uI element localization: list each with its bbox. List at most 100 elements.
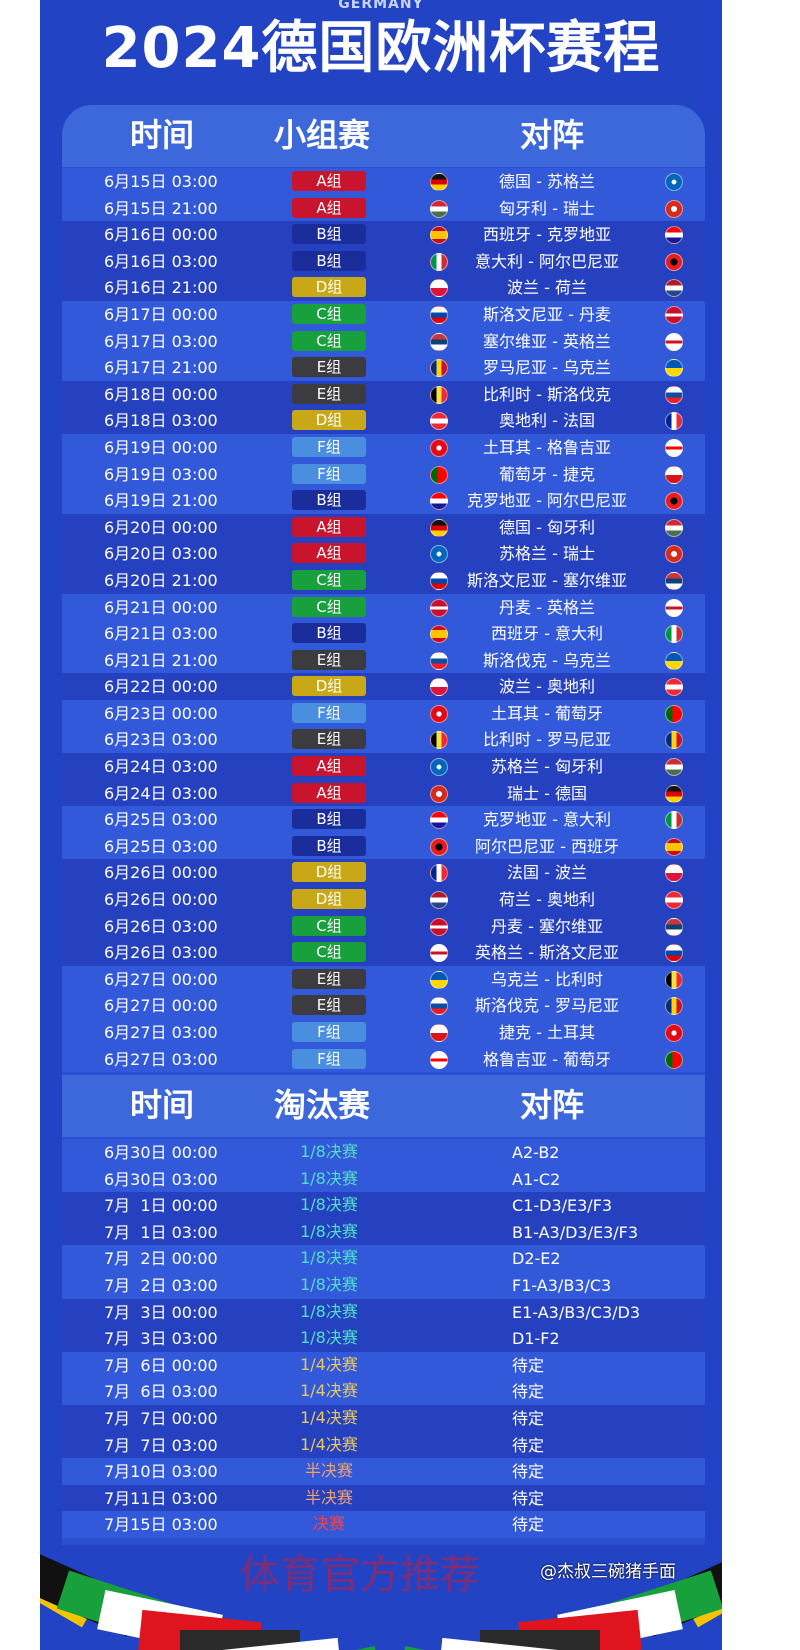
home-flag-icon: [430, 891, 448, 910]
stage-label: 1/8决赛: [300, 1195, 358, 1215]
match-teams: 塞尔维亚 - 英格兰: [483, 331, 611, 351]
table-row: 6月20日 21:00 C组 斯洛文尼亚 - 塞尔维亚: [62, 566, 705, 594]
away-flag-icon: [665, 492, 683, 511]
match-time: 6月27日 00:00: [104, 996, 218, 1016]
match-time: 6月15日 03:00: [104, 172, 218, 191]
match-time: 7月 7日 03:00: [104, 1435, 218, 1455]
table-row: 7月 3日 03:00 1/8决赛 D1-F2: [62, 1325, 705, 1352]
home-flag-icon: [430, 704, 448, 723]
stage-label: 1/8决赛: [300, 1168, 358, 1188]
table-row: 6月30日 03:00 1/8决赛 A1-C2: [62, 1165, 705, 1193]
match-teams: D1-F2: [512, 1329, 560, 1349]
away-flag-icon: [665, 678, 683, 697]
home-flag-icon: [430, 758, 448, 777]
table-row: 6月24日 03:00 A组 苏格兰 - 匈牙利: [62, 753, 705, 780]
match-time: 7月 3日 00:00: [104, 1302, 218, 1322]
stage-label: 1/4决赛: [300, 1381, 358, 1401]
stage-label: 1/4决赛: [300, 1407, 358, 1427]
match-time: 6月19日 00:00: [104, 437, 218, 457]
match-time: 6月27日 00:00: [104, 969, 218, 989]
group-badge: F组: [292, 1048, 366, 1069]
match-teams: 待定: [512, 1462, 545, 1482]
match-teams: 德国 - 苏格兰: [499, 172, 595, 191]
table-row: 7月 1日 03:00 1/8决赛 B1-A3/D3/E3/F3: [62, 1218, 705, 1246]
table-row: 6月20日 00:00 A组 德国 - 匈牙利: [62, 513, 705, 541]
away-flag-icon: [665, 252, 683, 271]
match-teams: 意大利 - 阿尔巴尼亚: [475, 251, 619, 271]
away-flag-icon: [665, 545, 683, 564]
table-row: 6月27日 00:00 E组 斯洛伐克 - 罗马尼亚: [62, 992, 705, 1019]
match-time: 6月30日 03:00: [104, 1169, 218, 1189]
stage-label: 1/8决赛: [300, 1328, 358, 1348]
match-time: 6月15日 21:00: [104, 198, 218, 218]
table-row: 7月 3日 00:00 1/8决赛 E1-A3/B3/C3/D3: [62, 1298, 705, 1326]
stage-label: 决赛: [312, 1514, 345, 1534]
table-row: 6月25日 03:00 B组 克罗地亚 - 意大利: [62, 806, 705, 833]
knockout-rows: 6月30日 00:00 1/8决赛 A2-B2 6月30日 03:00 1/8决赛…: [62, 1139, 705, 1538]
table-row: 6月19日 00:00 F组 土耳其 - 格鲁吉亚: [62, 433, 705, 461]
match-time: 6月26日 00:00: [104, 890, 218, 910]
table-row: 6月22日 00:00 D组 波兰 - 奥地利: [62, 673, 705, 700]
match-teams: 德国 - 匈牙利: [499, 517, 595, 537]
group-badge: C组: [292, 569, 366, 590]
match-time: 6月20日 03:00: [104, 544, 218, 564]
table-row: 6月18日 00:00 E组 比利时 - 斯洛伐克: [62, 380, 705, 408]
table-row: 6月25日 03:00 B组 阿尔巴尼亚 - 西班牙: [62, 832, 705, 860]
match-teams: 匈牙利 - 瑞士: [499, 198, 595, 218]
header-group: 小组赛: [274, 116, 371, 154]
stage-label: 半决赛: [304, 1461, 353, 1481]
group-badge: E组: [292, 968, 366, 989]
match-teams: 奥地利 - 法国: [499, 411, 595, 431]
match-teams: 待定: [512, 1408, 545, 1428]
stage-label: 1/4决赛: [300, 1434, 358, 1454]
away-flag-icon: [665, 731, 683, 750]
table-row: 6月18日 03:00 D组 奥地利 - 法国: [62, 407, 705, 434]
knockout-table-header: 时间 淘汰赛 对阵: [62, 1075, 705, 1137]
home-flag-icon: [430, 731, 448, 750]
match-teams: F1-A3/B3/C3: [512, 1275, 612, 1295]
match-time: 6月16日 03:00: [104, 251, 218, 271]
table-row: 7月 7日 03:00 1/4决赛 待定: [62, 1431, 705, 1459]
match-teams: 罗马尼亚 - 乌克兰: [483, 358, 611, 378]
stage-label: 1/8决赛: [300, 1221, 358, 1241]
header-match: 对阵: [520, 1086, 585, 1124]
match-teams: 乌克兰 - 比利时: [491, 969, 603, 989]
match-teams: 苏格兰 - 匈牙利: [491, 757, 603, 777]
match-teams: B1-A3/D3/E3/F3: [512, 1222, 639, 1242]
away-flag-icon: [665, 970, 683, 989]
away-flag-icon: [665, 332, 683, 351]
home-flag-icon: [430, 199, 448, 218]
match-teams: D2-E2: [512, 1249, 561, 1269]
away-flag-icon: [665, 465, 683, 484]
match-time: 6月18日 03:00: [104, 411, 218, 431]
away-flag-icon: [665, 758, 683, 777]
match-teams: 法国 - 波兰: [507, 863, 587, 883]
header-stage: 淘汰赛: [274, 1086, 371, 1124]
home-flag-icon: [430, 518, 448, 537]
match-teams: A1-C2: [512, 1169, 561, 1189]
group-badge: E组: [292, 649, 366, 670]
away-flag-icon: [665, 917, 683, 936]
group-badge: C组: [292, 942, 366, 963]
match-time: 6月17日 21:00: [104, 358, 218, 378]
home-flag-icon: [430, 1050, 448, 1069]
match-time: 6月20日 00:00: [104, 517, 218, 537]
header-time: 时间: [130, 1086, 195, 1124]
match-time: 6月16日 00:00: [104, 225, 218, 245]
match-time: 6月25日 03:00: [104, 810, 218, 830]
table-row: 6月21日 00:00 C组 丹麦 - 英格兰: [62, 593, 705, 621]
home-flag-icon: [430, 545, 448, 564]
subtitle: GERMANY: [338, 0, 424, 12]
match-time: 6月24日 03:00: [104, 783, 218, 803]
match-teams: 格鲁吉亚 - 葡萄牙: [483, 1049, 611, 1069]
away-flag-icon: [665, 864, 683, 883]
stage-label: 1/8决赛: [300, 1301, 358, 1321]
match-teams: 待定: [512, 1382, 545, 1402]
group-badge: F组: [292, 1022, 366, 1042]
table-row: 6月15日 03:00 A组 德国 - 苏格兰: [62, 168, 705, 195]
table-row: 6月27日 03:00 F组 捷克 - 土耳其: [62, 1019, 705, 1046]
match-time: 6月17日 03:00: [104, 331, 218, 351]
match-time: 6月21日 03:00: [104, 624, 218, 644]
match-teams: 待定: [512, 1435, 545, 1455]
match-time: 7月 3日 03:00: [104, 1329, 218, 1349]
